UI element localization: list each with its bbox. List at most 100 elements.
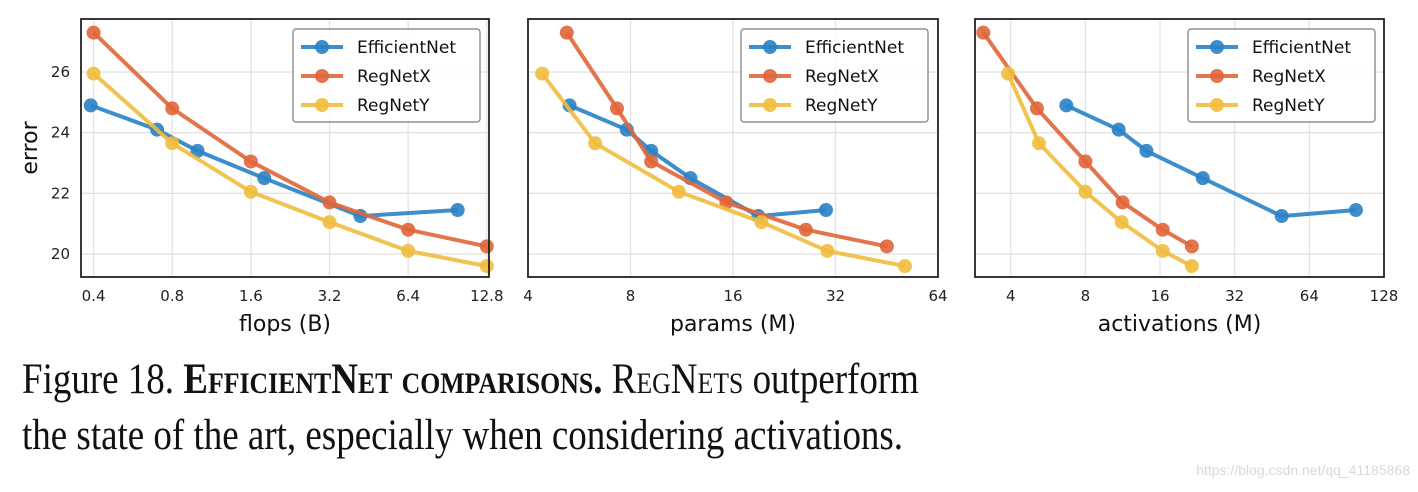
data-point-regnety bbox=[401, 243, 416, 258]
x-axis-label: flops (B) bbox=[239, 312, 331, 337]
watermark: https://blog.csdn.net/qq_41185868 bbox=[1196, 462, 1410, 478]
chart-panel-1: 0.4 0.8 1.6 3.2 6.4 12.8 20 22 24 26 flops (B) erro… bbox=[18, 18, 504, 337]
x-tick-label: 0.4 bbox=[82, 287, 106, 305]
series-line-efficientnet bbox=[90, 103, 458, 219]
legend-marker-regnetx bbox=[1210, 69, 1224, 83]
y-axis-label: error bbox=[18, 120, 43, 174]
x-axis-label: params (M) bbox=[670, 312, 796, 337]
legend: EfficientNet RegNetX RegNetY bbox=[740, 28, 929, 123]
data-point-regnetx bbox=[479, 239, 494, 254]
x-tick-label: 3.2 bbox=[318, 287, 342, 305]
data-point-regnety bbox=[754, 215, 769, 230]
legend-box bbox=[292, 28, 481, 123]
data-point-regnety bbox=[1184, 259, 1199, 274]
x-tick-label: 8 bbox=[1081, 287, 1091, 305]
x-tick-label: 4 bbox=[523, 287, 533, 305]
data-point-regnetx bbox=[243, 154, 258, 169]
legend-label: RegNetX bbox=[805, 67, 879, 87]
y-tick-label: 22 bbox=[51, 184, 70, 202]
data-point-regnetx bbox=[86, 25, 101, 40]
x-tick-label: 16 bbox=[1151, 287, 1170, 305]
legend: EfficientNet RegNetX RegNetY bbox=[292, 28, 481, 123]
data-point-regnety bbox=[243, 184, 258, 199]
legend-label: RegNetX bbox=[1252, 67, 1326, 87]
data-point-regnetx bbox=[644, 154, 659, 169]
axes-frame bbox=[527, 18, 939, 278]
x-tick-label: 0.8 bbox=[160, 287, 184, 305]
data-point-efficientnet bbox=[83, 98, 98, 113]
data-point-regnetx bbox=[798, 222, 813, 237]
data-point-regnety bbox=[1155, 243, 1170, 258]
series-line-regnety bbox=[540, 72, 906, 269]
x-tick-label: 1.6 bbox=[239, 287, 263, 305]
data-point-regnety bbox=[1001, 66, 1016, 81]
legend-marker-efficientnet bbox=[1210, 40, 1224, 54]
series-line-regnetx bbox=[92, 31, 488, 249]
x-tick-label: 32 bbox=[1225, 287, 1244, 305]
data-point-regnetx bbox=[609, 101, 624, 116]
data-point-regnety bbox=[898, 259, 913, 274]
legend-box bbox=[1187, 28, 1376, 123]
data-point-regnety bbox=[588, 136, 603, 151]
legend-label: RegNetX bbox=[357, 67, 431, 87]
data-point-regnetx bbox=[1078, 154, 1093, 169]
data-point-regnetx bbox=[1155, 222, 1170, 237]
series-line-regnetx bbox=[565, 31, 888, 249]
data-point-efficientnet bbox=[1274, 209, 1289, 224]
x-tick-label: 16 bbox=[723, 287, 742, 305]
data-point-efficientnet bbox=[450, 202, 465, 217]
legend-label: RegNetY bbox=[1252, 96, 1325, 116]
data-point-regnetx bbox=[165, 101, 180, 116]
chart-panel-3: 4 8 16 32 64 128 activations (M) EfficientNet Re… bbox=[974, 18, 1399, 337]
x-tick-label: 128 bbox=[1370, 287, 1399, 305]
x-tick-label: 64 bbox=[1300, 287, 1319, 305]
chart-panel-2: 4 8 16 32 64 params (M) EfficientNet RegNetX Reg… bbox=[523, 18, 948, 337]
y-tick-label: 26 bbox=[51, 63, 70, 81]
series-line-regnety bbox=[92, 72, 488, 269]
data-point-regnetx bbox=[1029, 101, 1044, 116]
x-tick-label: 32 bbox=[826, 287, 845, 305]
data-point-efficientnet bbox=[1195, 171, 1210, 186]
data-point-efficientnet bbox=[1059, 98, 1074, 113]
data-point-efficientnet bbox=[257, 171, 272, 186]
legend-label: RegNetY bbox=[805, 96, 878, 116]
data-point-regnety bbox=[1114, 215, 1129, 230]
data-point-regnety bbox=[1032, 136, 1047, 151]
x-axis-label: activations (M) bbox=[1098, 312, 1262, 337]
legend-marker-regnety bbox=[1210, 98, 1224, 112]
data-point-regnetx bbox=[879, 239, 894, 254]
legend-label: EfficientNet bbox=[357, 38, 456, 58]
data-point-efficientnet bbox=[1111, 122, 1126, 137]
caption-line-2: the state of the art, especially when co… bbox=[22, 412, 904, 459]
data-point-efficientnet bbox=[1139, 143, 1154, 158]
data-point-regnety bbox=[165, 136, 180, 151]
data-point-regnety bbox=[671, 184, 686, 199]
data-point-regnetx bbox=[1184, 239, 1199, 254]
data-point-regnetx bbox=[401, 222, 416, 237]
x-tick-label: 8 bbox=[626, 287, 636, 305]
y-tick-label: 24 bbox=[51, 124, 70, 142]
caption-title: EfficientNet comparisons. bbox=[183, 356, 603, 403]
legend-marker-regnety bbox=[763, 98, 777, 112]
legend-label: EfficientNet bbox=[1252, 38, 1351, 58]
data-point-regnety bbox=[86, 66, 101, 81]
data-point-regnetx bbox=[322, 195, 337, 210]
y-tick-label: 20 bbox=[51, 245, 70, 263]
legend-marker-efficientnet bbox=[763, 40, 777, 54]
legend-marker-efficientnet bbox=[315, 40, 329, 54]
axes-frame bbox=[80, 18, 490, 278]
data-point-efficientnet bbox=[1348, 202, 1363, 217]
legend-marker-regnetx bbox=[315, 69, 329, 83]
data-point-regnetx bbox=[1115, 195, 1130, 210]
data-point-regnetx bbox=[976, 25, 991, 40]
data-point-regnety bbox=[1078, 184, 1093, 199]
data-point-regnety bbox=[535, 66, 550, 81]
x-tick-label: 6.4 bbox=[396, 287, 420, 305]
data-point-efficientnet bbox=[190, 143, 205, 158]
data-point-efficientnet bbox=[818, 202, 833, 217]
x-tick-label: 4 bbox=[1006, 287, 1016, 305]
legend-label: EfficientNet bbox=[805, 38, 904, 58]
legend-marker-regnetx bbox=[763, 69, 777, 83]
figure-caption: Figure 18. EfficientNet comparisons. Reg… bbox=[22, 352, 1217, 464]
figure-label: Figure 18. bbox=[22, 356, 175, 403]
